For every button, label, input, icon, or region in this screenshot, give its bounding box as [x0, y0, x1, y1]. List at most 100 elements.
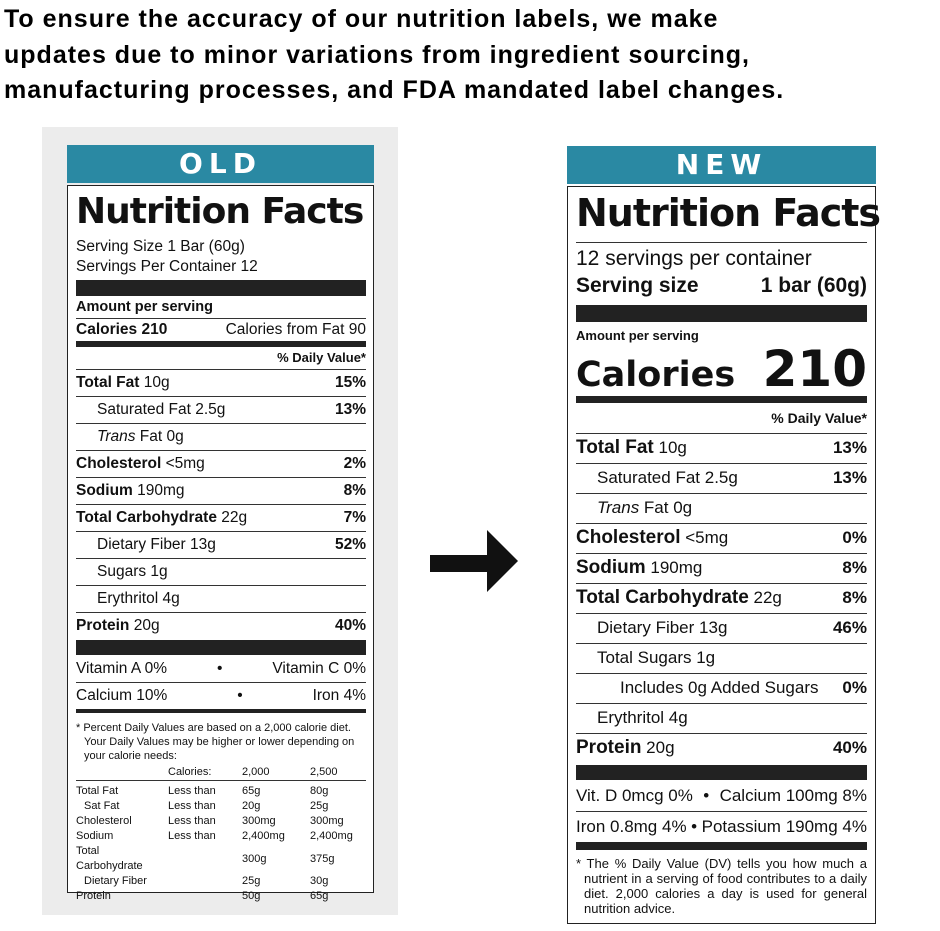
daily-value: 40%	[334, 617, 366, 634]
nutrient-label: Cholesterol <5mg	[76, 450, 205, 477]
cell	[168, 889, 242, 904]
vitamin-left: Vit. D 0mcg 0%	[576, 786, 693, 805]
new-amount-per-serving: Amount per serving	[576, 328, 699, 343]
daily-value: 2%	[343, 455, 366, 472]
cell: Total Fat	[76, 785, 119, 797]
nutrient-label: Trans Fat 0g	[76, 423, 184, 450]
daily-value: 7%	[343, 509, 366, 526]
divider	[76, 280, 366, 296]
daily-value: 15%	[334, 374, 366, 391]
new-serving-size-label: Serving size	[576, 274, 699, 297]
cell: Dietary Fiber	[84, 875, 147, 887]
daily-value: 0%	[842, 528, 867, 547]
nutrient-amount: 190mg	[132, 482, 185, 499]
dv-table-row: Total Carbohydrate 300g 375g	[76, 844, 366, 874]
vitamin-right: Vitamin C 0%	[272, 660, 366, 677]
new-calories-value: 210	[762, 340, 867, 398]
nutrient-name: Total Fat	[76, 374, 140, 391]
nutrient-name: Includes 0g Added Sugars	[620, 678, 819, 697]
nutrient-name: Total Sugars	[597, 648, 692, 667]
nutrient-row: Sugars 1g	[76, 558, 366, 585]
nutrient-name: Total Carbohydrate	[76, 509, 217, 526]
cell: Less than	[168, 830, 216, 842]
headline-line: updates due to minor variations from ing…	[4, 40, 750, 69]
cell: 375g	[310, 852, 335, 865]
nutrient-amount: 4g	[664, 708, 688, 727]
daily-value: 46%	[832, 618, 867, 637]
nutrient-row: Cholesterol <5mg 0%	[576, 523, 867, 553]
dv-table-row: Dietary Fiber 25g 30g	[76, 874, 366, 889]
daily-value: 0%	[842, 678, 867, 697]
vitamin-right: Potassium 190mg 4%	[701, 817, 867, 836]
old-calories-row: Calories 210 Calories from Fat 90	[76, 319, 366, 341]
vitamin-left: Vitamin A 0%	[76, 660, 168, 677]
cell: 65g	[310, 890, 329, 902]
nutrient-label: Protein 20g	[76, 612, 160, 639]
nutrient-amount: 190mg	[645, 558, 703, 577]
nutrient-amount: 20g	[129, 617, 160, 634]
cell: 300mg	[310, 815, 344, 827]
dv-table-row: Cholesterol Less than 300mg 300mg	[76, 814, 366, 829]
cell: Protein	[76, 890, 111, 902]
nutrient-label: Dietary Fiber 13g	[576, 613, 727, 643]
bullet-icon: •	[217, 660, 223, 677]
nutrient-row: Sodium 190mg 8%	[76, 477, 366, 504]
old-dv-header: % Daily Value*	[277, 350, 366, 365]
new-dv-header: % Daily Value*	[771, 410, 867, 426]
headline: To ensure the accuracy of our nutrition …	[4, 2, 936, 109]
nutrient-row: Erythritol 4g	[576, 703, 867, 733]
arrow-head-icon	[487, 530, 518, 592]
divider	[576, 765, 867, 780]
vitamin-right: Calcium 100mg 8%	[719, 786, 867, 805]
nutrient-amount: Fat 0g	[639, 498, 693, 517]
headline-line: To ensure the accuracy of our nutrition …	[4, 5, 719, 33]
vitamin-right: Iron 4%	[312, 687, 366, 704]
nutrient-row: Cholesterol <5mg 2%	[76, 450, 366, 477]
nutrient-amount: 22g	[748, 588, 782, 607]
cell: 50g	[242, 890, 261, 902]
cell	[76, 765, 168, 781]
nutrient-row: Total Fat 10g 15%	[76, 369, 366, 396]
daily-value: 13%	[832, 438, 867, 457]
nutrient-row: Dietary Fiber 13g 46%	[576, 613, 867, 643]
nutrient-row: Trans Fat 0g	[576, 493, 867, 523]
nutrient-amount: <5mg	[680, 528, 729, 547]
arrow-icon	[430, 555, 490, 572]
new-serving-size-row: Serving size 1 bar (60g)	[576, 272, 867, 300]
daily-value: 40%	[832, 738, 867, 757]
nutrient-row: Saturated Fat 2.5g 13%	[576, 463, 867, 493]
nutrient-row: Saturated Fat 2.5g 13%	[76, 396, 366, 423]
old-footnote: * Percent Daily Values are based on a 2,…	[76, 713, 366, 904]
nutrient-name: Protein	[76, 617, 130, 634]
new-calories-label: Calories	[576, 355, 736, 395]
nutrient-name: Trans	[597, 498, 640, 517]
old-footnote-text: * Percent Daily Values are based on a 2,…	[76, 722, 355, 762]
cell: Total Carbohydrate	[76, 845, 143, 872]
dv-table-row: Protein 50g 65g	[76, 889, 366, 904]
nutrient-row: Total Fat 10g 13%	[576, 433, 867, 463]
cell: 30g	[310, 875, 329, 887]
nutrient-name: Trans	[97, 428, 136, 445]
daily-value: 13%	[832, 468, 867, 487]
bullet-icon: •	[703, 786, 710, 805]
nutrient-name: Dietary Fiber	[597, 618, 695, 637]
new-nutrition-label: Nutrition Facts 12 servings per containe…	[567, 186, 881, 924]
nutrient-row: Erythritol 4g	[76, 585, 366, 612]
nutrient-name: Cholesterol	[76, 455, 162, 472]
old-calories: Calories 210	[76, 321, 168, 338]
daily-value: 8%	[343, 482, 366, 499]
nutrient-label: Protein 20g	[576, 733, 675, 763]
nutrient-name: Protein	[576, 737, 642, 758]
cell: Calories:	[168, 766, 212, 778]
nutrient-amount: 10g	[653, 438, 687, 457]
daily-value: 52%	[334, 536, 366, 553]
cell: 2,500	[310, 766, 338, 778]
divider	[576, 396, 867, 403]
cell	[168, 874, 242, 889]
vitamin-row: Calcium 10% • Iron 4%	[76, 682, 366, 709]
cell: Sodium	[76, 830, 114, 842]
nutrient-row: Protein 20g 40%	[76, 612, 366, 639]
nutrient-amount: 4g	[158, 590, 180, 607]
old-serving-size: Serving Size 1 Bar (60g)	[76, 238, 245, 255]
divider	[76, 640, 366, 655]
